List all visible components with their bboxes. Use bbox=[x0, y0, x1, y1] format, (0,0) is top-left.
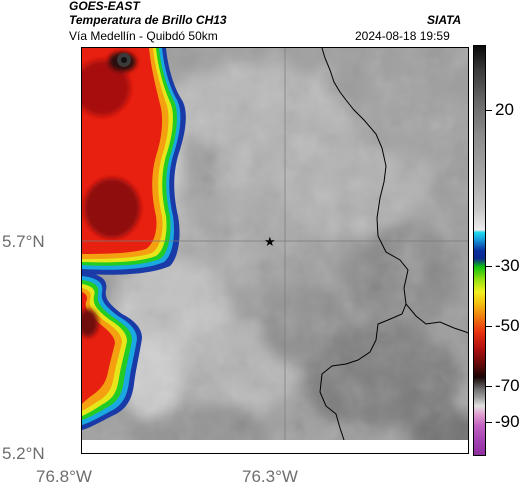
lon-label-76-8: 76.8°W bbox=[36, 467, 92, 486]
map-graphic: ★ bbox=[82, 48, 468, 453]
convective-cloud-top bbox=[82, 48, 468, 453]
temperature-colorbar bbox=[473, 45, 486, 456]
department-border bbox=[321, 48, 468, 334]
colorbar-tick bbox=[486, 386, 492, 387]
product-title: Temperatura de Brillo CH13 bbox=[69, 13, 227, 27]
colorbar-tick bbox=[486, 326, 492, 327]
colorbar-label-minus70: -70 bbox=[495, 376, 520, 395]
colorbar-label-minus90: -90 bbox=[495, 412, 520, 431]
colorbar-label-minus50: -50 bbox=[495, 316, 520, 335]
lon-label-76-3: 76.3°W bbox=[242, 467, 298, 486]
lat-label-5-7: 5.7°N bbox=[2, 232, 45, 251]
colorbar-tick bbox=[486, 422, 492, 423]
colorbar-label-minus30: -30 bbox=[495, 256, 520, 275]
route-label: Vía Medellín - Quibdó 50km bbox=[69, 29, 218, 43]
star-marker-icon: ★ bbox=[264, 235, 276, 250]
colorbar-label-20: 20 bbox=[495, 100, 514, 119]
datetime-label: 2024-08-18 19:59 bbox=[355, 29, 450, 43]
department-border-south bbox=[319, 303, 407, 441]
org-label: SIATA bbox=[427, 13, 462, 27]
colorbar-tick bbox=[486, 266, 492, 267]
colorbar-tick bbox=[486, 110, 492, 111]
satellite-title: GOES-EAST bbox=[69, 0, 140, 13]
satellite-map: ★ bbox=[81, 47, 469, 454]
lat-label-5-2: 5.2°N bbox=[2, 444, 45, 463]
